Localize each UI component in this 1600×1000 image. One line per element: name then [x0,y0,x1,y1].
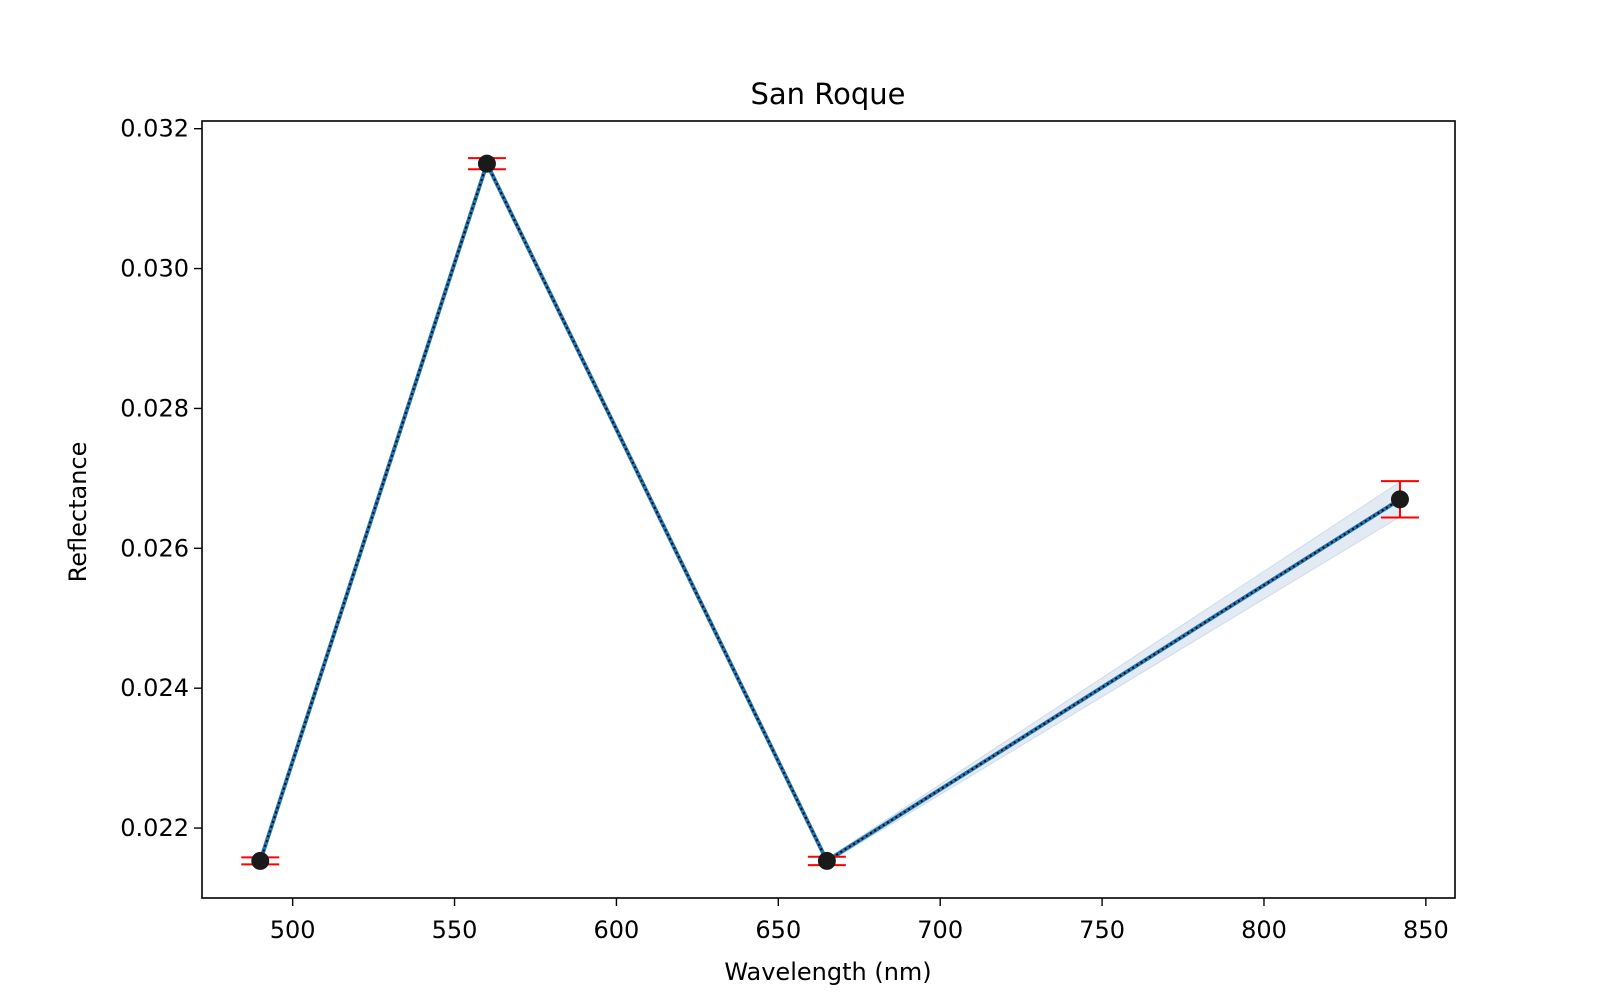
x-tick-label: 700 [917,916,963,944]
data-point [477,154,496,173]
y-tick-label: 0.028 [120,394,189,422]
data-point [251,851,270,870]
x-tick-label: 500 [270,916,316,944]
y-tick-label: 0.032 [120,115,189,143]
x-axis: 500 550 600 650 700 750 800 850 [270,898,1449,944]
chart-title: San Roque [751,77,906,111]
data-point [1390,490,1409,509]
y-tick-label: 0.024 [120,674,189,702]
plot-area [241,154,1419,870]
x-axis-title: Wavelength (nm) [724,958,931,986]
y-tick-label: 0.022 [120,814,189,842]
x-tick-label: 650 [755,916,801,944]
x-tick-label: 750 [1079,916,1125,944]
x-tick-label: 800 [1241,916,1287,944]
x-tick-label: 550 [432,916,478,944]
data-point [817,851,836,870]
x-tick-label: 600 [594,916,640,944]
y-axis-title: Reflectance [64,442,92,583]
x-tick-label: 850 [1403,916,1449,944]
y-axis: 0.022 0.024 0.026 0.028 0.030 0.032 [120,115,202,842]
y-tick-label: 0.026 [120,534,189,562]
series-dotted-line [259,160,1401,863]
axes-frame [201,120,1456,899]
y-tick-label: 0.030 [120,255,189,283]
